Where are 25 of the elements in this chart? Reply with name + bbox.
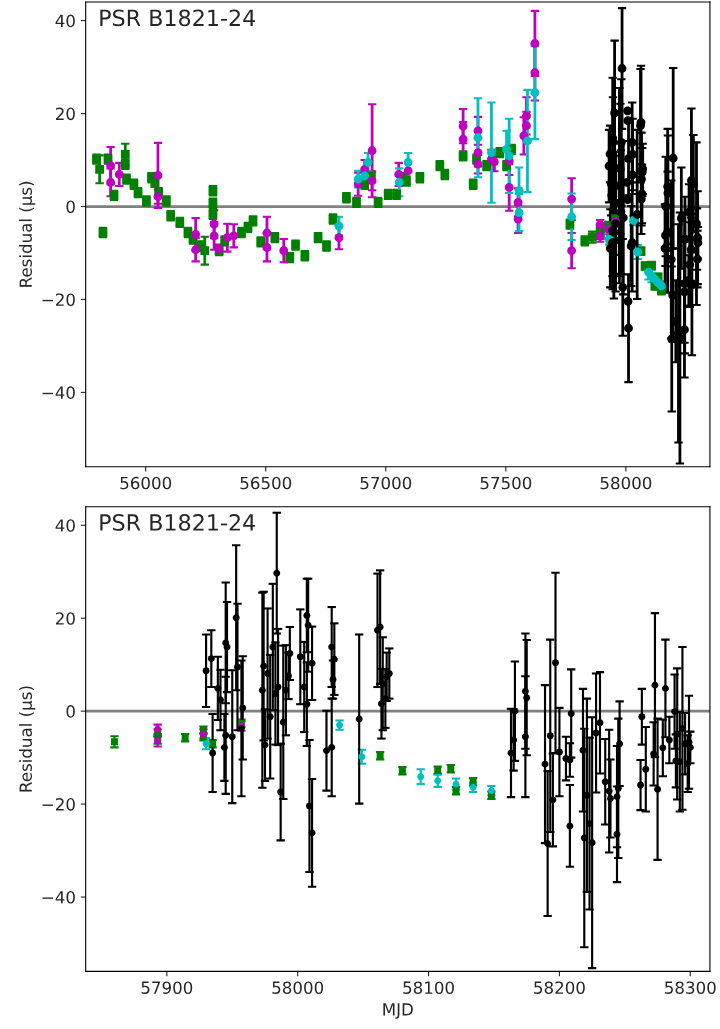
y-axis-title: Residual (μs) bbox=[19, 181, 36, 287]
chart-title: PSR B1821-24 bbox=[100, 9, 256, 27]
y-tick-label: 20 bbox=[55, 612, 75, 625]
x-axis-title: MJD bbox=[383, 1003, 413, 1019]
x-tick-label: 58200 bbox=[534, 981, 585, 994]
x-tick-label: 56500 bbox=[240, 476, 292, 490]
y-tick-label: 0 bbox=[66, 200, 75, 214]
x-tick-label: 58300 bbox=[665, 981, 716, 994]
x-tick-label: 57000 bbox=[360, 476, 412, 490]
chart-title: PSR B1821-24 bbox=[100, 514, 256, 531]
x-tick-label: 58000 bbox=[272, 981, 324, 994]
y-tick-label: −20 bbox=[42, 293, 75, 307]
y-axis-title: Residual (μs) bbox=[19, 686, 36, 792]
x-tick-label: 56000 bbox=[120, 476, 172, 490]
y-tick-label: 0 bbox=[66, 705, 75, 718]
x-tick-label: 58000 bbox=[600, 476, 652, 490]
x-tick-label: 57900 bbox=[141, 981, 193, 994]
y-tick-label: 40 bbox=[55, 14, 75, 28]
y-tick-label: −40 bbox=[42, 386, 75, 399]
y-tick-label: −40 bbox=[42, 890, 75, 904]
y-tick-label: 20 bbox=[55, 107, 75, 121]
x-tick-label: 57500 bbox=[480, 476, 532, 490]
y-tick-label: 40 bbox=[55, 519, 75, 532]
x-tick-label: 58100 bbox=[403, 981, 454, 994]
y-tick-label: −20 bbox=[42, 798, 75, 811]
